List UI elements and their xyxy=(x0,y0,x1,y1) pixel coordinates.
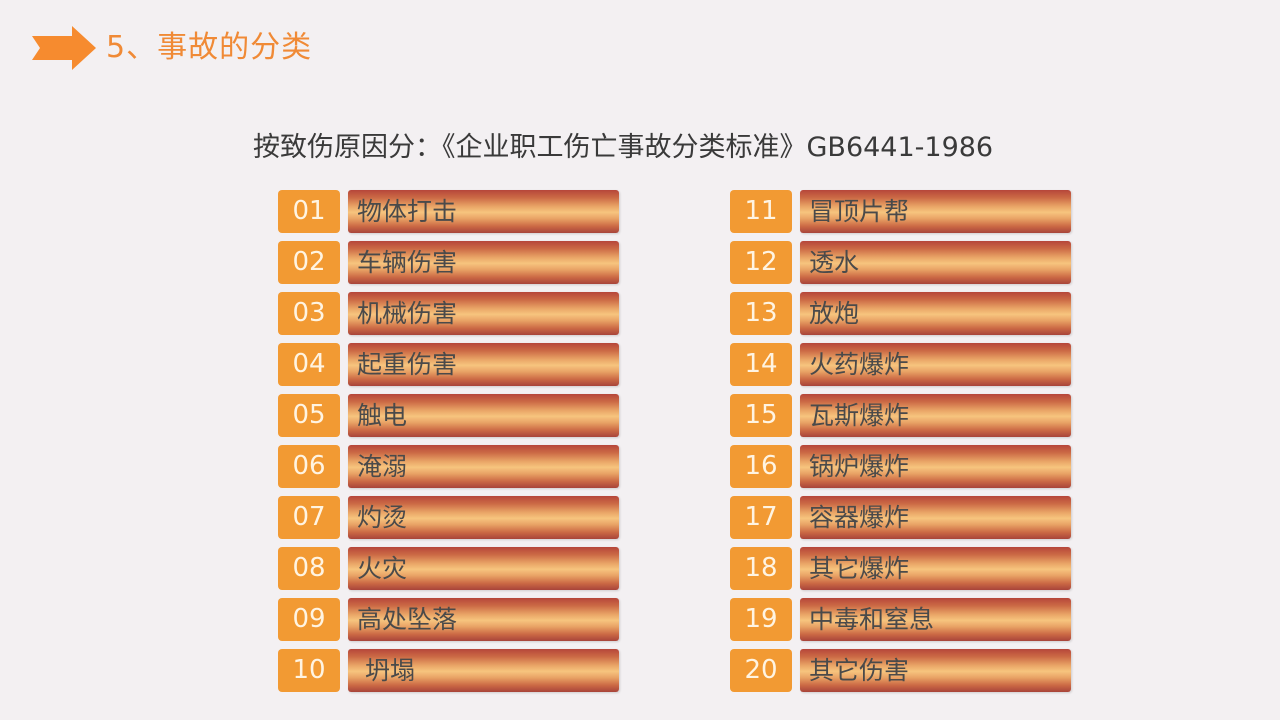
category-number: 06 xyxy=(278,445,340,488)
category-number: 20 xyxy=(730,649,792,692)
category-row: 09 高处坠落 xyxy=(278,598,678,641)
category-number: 19 xyxy=(730,598,792,641)
category-label: 淹溺 xyxy=(348,445,619,488)
category-number: 14 xyxy=(730,343,792,386)
category-label: 物体打击 xyxy=(348,190,619,233)
category-label: 冒顶片帮 xyxy=(800,190,1071,233)
category-number: 11 xyxy=(730,190,792,233)
category-label: 锅炉爆炸 xyxy=(800,445,1071,488)
category-number: 08 xyxy=(278,547,340,590)
category-row: 13 放炮 xyxy=(730,292,1130,335)
category-label: 车辆伤害 xyxy=(348,241,619,284)
category-row: 18 其它爆炸 xyxy=(730,547,1130,590)
subtitle: 按致伤原因分：《企业职工伤亡事故分类标准》GB6441-1986 xyxy=(253,132,994,163)
category-row: 11 冒顶片帮 xyxy=(730,190,1130,233)
category-label: 触电 xyxy=(348,394,619,437)
slide-header: 5、事故的分类 xyxy=(32,24,312,72)
slide-title: 5、事故的分类 xyxy=(106,30,313,65)
category-label: 高处坠落 xyxy=(348,598,619,641)
category-row: 05 触电 xyxy=(278,394,678,437)
left-category-list: 01 物体打击 02 车辆伤害 03 机械伤害 04 起重伤害 05 触电 06 淹溺 07… xyxy=(278,190,678,700)
category-row: 19 中毒和窒息 xyxy=(730,598,1130,641)
category-row: 03 机械伤害 xyxy=(278,292,678,335)
category-label: 中毒和窒息 xyxy=(800,598,1071,641)
category-label: 其它爆炸 xyxy=(800,547,1071,590)
category-row: 14 火药爆炸 xyxy=(730,343,1130,386)
category-label: 容器爆炸 xyxy=(800,496,1071,539)
right-category-list: 11 冒顶片帮 12 透水 13 放炮 14 火药爆炸 15 瓦斯爆炸 16 锅炉爆炸 17… xyxy=(730,190,1130,700)
category-number: 17 xyxy=(730,496,792,539)
category-number: 10 xyxy=(278,649,340,692)
category-number: 01 xyxy=(278,190,340,233)
category-row: 12 透水 xyxy=(730,241,1130,284)
category-row: 15 瓦斯爆炸 xyxy=(730,394,1130,437)
category-number: 13 xyxy=(730,292,792,335)
category-label: 瓦斯爆炸 xyxy=(800,394,1071,437)
category-number: 03 xyxy=(278,292,340,335)
category-label: 透水 xyxy=(800,241,1071,284)
arrow-right-icon xyxy=(32,26,96,70)
category-number: 12 xyxy=(730,241,792,284)
category-label: 起重伤害 xyxy=(348,343,619,386)
category-label: 机械伤害 xyxy=(348,292,619,335)
category-label: 放炮 xyxy=(800,292,1071,335)
category-row: 17 容器爆炸 xyxy=(730,496,1130,539)
category-row: 01 物体打击 xyxy=(278,190,678,233)
category-row: 08 火灾 xyxy=(278,547,678,590)
category-number: 07 xyxy=(278,496,340,539)
category-row: 20 其它伤害 xyxy=(730,649,1130,692)
category-label: 坍塌 xyxy=(348,649,619,692)
category-label: 其它伤害 xyxy=(800,649,1071,692)
category-row: 04 起重伤害 xyxy=(278,343,678,386)
category-row: 02 车辆伤害 xyxy=(278,241,678,284)
category-number: 15 xyxy=(730,394,792,437)
category-row: 16 锅炉爆炸 xyxy=(730,445,1130,488)
category-label: 火药爆炸 xyxy=(800,343,1071,386)
category-number: 18 xyxy=(730,547,792,590)
category-label: 火灾 xyxy=(348,547,619,590)
category-row: 07 灼烫 xyxy=(278,496,678,539)
category-label: 灼烫 xyxy=(348,496,619,539)
category-number: 16 xyxy=(730,445,792,488)
category-row: 06 淹溺 xyxy=(278,445,678,488)
category-row: 10 坍塌 xyxy=(278,649,678,692)
category-number: 02 xyxy=(278,241,340,284)
category-number: 09 xyxy=(278,598,340,641)
category-number: 05 xyxy=(278,394,340,437)
category-number: 04 xyxy=(278,343,340,386)
